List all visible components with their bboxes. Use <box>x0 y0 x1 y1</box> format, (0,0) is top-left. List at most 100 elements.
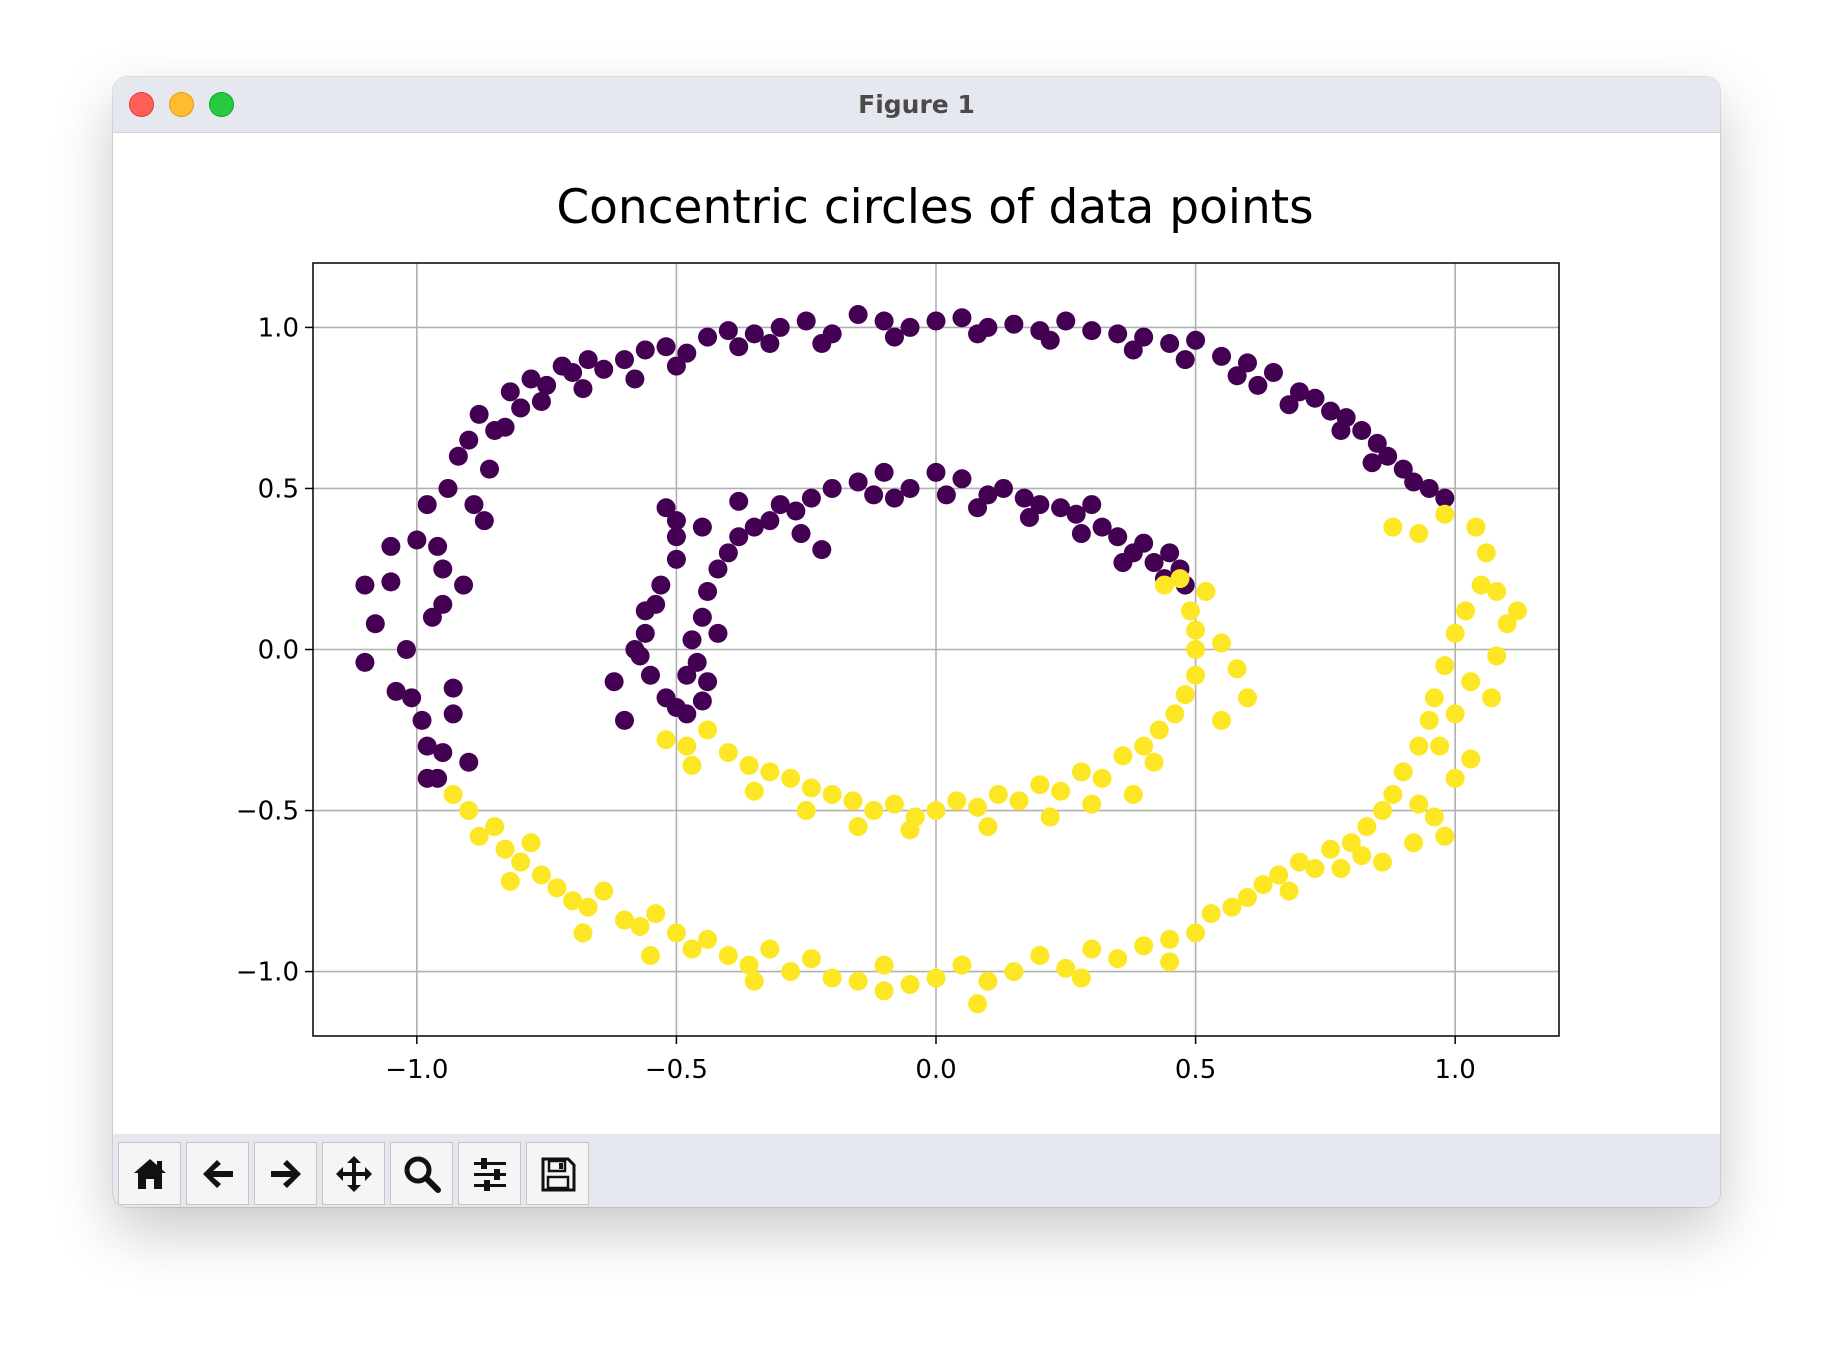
scatter-point <box>495 417 515 437</box>
scatter-point <box>1445 768 1465 788</box>
scatter-point <box>1305 388 1325 408</box>
scatter-point <box>760 511 780 531</box>
scatter-point <box>433 743 453 763</box>
scatter-point <box>801 949 821 969</box>
scatter-point <box>1445 623 1465 643</box>
scatter-point <box>1030 775 1050 795</box>
scatter-point <box>692 691 712 711</box>
axis-ticks: −1.0 −0.5 0.0 0.5 1.0 −1.0 −0.5 0.0 0.5 1.0 <box>236 313 1476 1085</box>
scatter-point <box>459 752 479 772</box>
scatter-point <box>1487 646 1507 666</box>
scatter-point <box>843 791 863 811</box>
pan-button[interactable] <box>322 1142 385 1205</box>
scatter-point <box>615 910 634 930</box>
scatter-point <box>1424 807 1444 827</box>
scatter-point <box>718 543 738 563</box>
scatter-point <box>417 768 437 788</box>
scatter-point <box>563 891 583 911</box>
home-icon <box>134 1159 166 1189</box>
scatter-point <box>947 791 967 811</box>
scatter-point <box>1331 859 1351 879</box>
scatter-point <box>666 527 686 547</box>
scatter-point <box>428 536 448 556</box>
scatter-point <box>573 923 593 943</box>
scatter-point <box>469 404 489 424</box>
scatter-point <box>438 478 458 498</box>
x-tick-label: 0.5 <box>1175 1055 1216 1085</box>
scatter-point <box>1471 575 1491 595</box>
scatter-point <box>884 794 904 814</box>
scatter-point <box>848 817 868 837</box>
scatter-point <box>381 536 401 556</box>
scatter-point <box>1004 314 1024 334</box>
scatter-point <box>822 784 842 804</box>
scatter-point <box>1082 794 1102 814</box>
scatter-point <box>744 324 764 344</box>
scatter-point <box>770 495 790 515</box>
scatter-point <box>1186 620 1206 640</box>
grid-lines <box>313 263 1559 1036</box>
figure-window: Figure 1 Concentric circles of data poin… <box>113 77 1720 1207</box>
forward-button[interactable] <box>254 1142 317 1205</box>
scatter-point <box>677 343 697 363</box>
scatter-point <box>952 469 972 489</box>
scatter-point <box>1383 784 1403 804</box>
minimize-button[interactable] <box>169 92 194 117</box>
scatter-point <box>781 768 801 788</box>
scatter-point <box>796 311 816 331</box>
scatter-point <box>1404 833 1424 853</box>
scatter-point <box>760 762 780 782</box>
close-button[interactable] <box>129 92 154 117</box>
scatter-point <box>1461 749 1481 769</box>
scatter-point <box>500 871 520 891</box>
scatter-point <box>1372 801 1392 821</box>
scatter-point <box>1071 524 1091 544</box>
scatter-point <box>1367 433 1387 453</box>
scatter-point <box>708 623 728 643</box>
scatter-points <box>355 305 1527 1014</box>
scatter-point <box>495 839 515 859</box>
scatter-point <box>1409 524 1429 544</box>
scatter-point <box>926 462 946 482</box>
scatter-point <box>677 704 697 724</box>
scatter-point <box>1051 498 1071 518</box>
scatter-point <box>1160 929 1180 949</box>
scatter-point <box>770 317 790 337</box>
scatter-point <box>1030 945 1050 965</box>
scatter-point <box>1321 401 1341 421</box>
configure-subplots-button[interactable] <box>458 1142 521 1205</box>
scatter-point <box>729 337 749 357</box>
scatter-point <box>760 334 780 354</box>
scatter-point <box>1352 846 1372 866</box>
maximize-button[interactable] <box>209 92 234 117</box>
scatter-point <box>1134 533 1154 553</box>
scatter-point <box>801 488 821 508</box>
scatter-point <box>630 916 650 936</box>
scatter-point <box>1419 478 1439 498</box>
scatter-point <box>1082 495 1102 515</box>
scatter-point <box>615 350 634 370</box>
scatter-point <box>708 559 728 579</box>
scatter-point <box>698 582 718 602</box>
scatter-point <box>1082 321 1102 341</box>
scatter-point <box>604 672 624 692</box>
x-tick-label: 0.0 <box>915 1055 956 1085</box>
back-button[interactable] <box>186 1142 249 1205</box>
scatter-point <box>1362 453 1382 473</box>
scatter-point <box>698 672 718 692</box>
scatter-point <box>511 398 531 418</box>
save-button[interactable] <box>526 1142 589 1205</box>
scatter-point <box>1227 366 1247 386</box>
scatter-point <box>1435 504 1455 524</box>
zoom-button[interactable] <box>390 1142 453 1205</box>
scatter-point <box>1372 852 1392 872</box>
magnifier-icon <box>404 1156 441 1193</box>
scatter-point <box>531 391 551 411</box>
scatter-point <box>443 704 463 724</box>
home-button[interactable] <box>118 1142 181 1205</box>
scatter-point <box>729 527 749 547</box>
scatter-point <box>656 337 676 357</box>
scatter-point <box>677 736 697 756</box>
scatter-point <box>926 968 946 988</box>
scatter-point <box>1144 553 1164 573</box>
